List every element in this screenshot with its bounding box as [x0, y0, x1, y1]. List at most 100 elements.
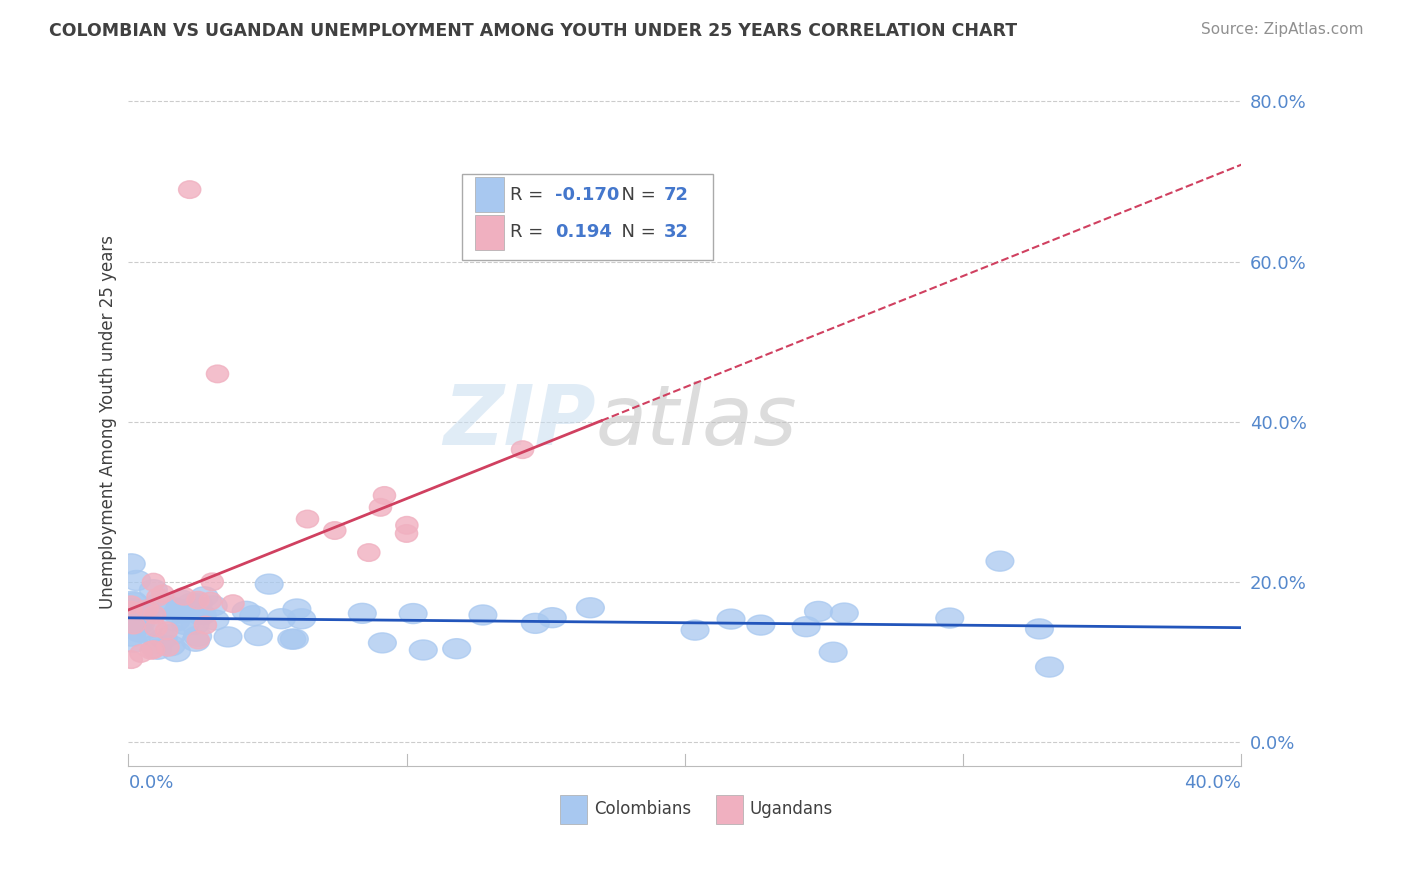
- Ellipse shape: [135, 617, 163, 638]
- Ellipse shape: [368, 632, 396, 653]
- Ellipse shape: [280, 629, 308, 649]
- Ellipse shape: [187, 632, 209, 648]
- Ellipse shape: [157, 639, 179, 657]
- Ellipse shape: [201, 573, 224, 591]
- Ellipse shape: [370, 499, 392, 516]
- Ellipse shape: [120, 591, 146, 611]
- Ellipse shape: [179, 181, 201, 198]
- Ellipse shape: [395, 524, 418, 542]
- Text: atlas: atlas: [596, 382, 797, 462]
- Ellipse shape: [323, 522, 346, 540]
- Ellipse shape: [136, 600, 159, 617]
- Ellipse shape: [200, 596, 228, 615]
- Text: COLOMBIAN VS UGANDAN UNEMPLOYMENT AMONG YOUTH UNDER 25 YEARS CORRELATION CHART: COLOMBIAN VS UGANDAN UNEMPLOYMENT AMONG …: [49, 22, 1018, 40]
- Ellipse shape: [538, 607, 567, 628]
- Ellipse shape: [143, 606, 166, 624]
- Ellipse shape: [349, 603, 377, 624]
- Ellipse shape: [143, 640, 172, 659]
- Ellipse shape: [152, 585, 174, 603]
- Ellipse shape: [1025, 619, 1053, 639]
- FancyBboxPatch shape: [716, 795, 742, 823]
- Ellipse shape: [122, 616, 145, 634]
- Ellipse shape: [792, 616, 820, 637]
- Ellipse shape: [146, 589, 169, 606]
- Ellipse shape: [139, 641, 162, 659]
- Ellipse shape: [681, 620, 709, 640]
- Ellipse shape: [522, 614, 550, 633]
- Ellipse shape: [120, 632, 148, 652]
- Ellipse shape: [118, 605, 146, 624]
- Ellipse shape: [200, 592, 222, 610]
- FancyBboxPatch shape: [561, 795, 588, 823]
- FancyBboxPatch shape: [463, 174, 713, 260]
- Ellipse shape: [156, 622, 177, 640]
- Ellipse shape: [986, 551, 1014, 571]
- Ellipse shape: [374, 487, 395, 504]
- Ellipse shape: [184, 593, 212, 614]
- Ellipse shape: [118, 626, 146, 646]
- Ellipse shape: [190, 587, 218, 607]
- Ellipse shape: [157, 636, 186, 656]
- Ellipse shape: [127, 622, 153, 642]
- Ellipse shape: [129, 645, 152, 662]
- FancyBboxPatch shape: [475, 177, 503, 212]
- Ellipse shape: [117, 554, 145, 574]
- Ellipse shape: [804, 601, 832, 622]
- Ellipse shape: [120, 596, 142, 614]
- Ellipse shape: [831, 603, 858, 624]
- Ellipse shape: [166, 599, 193, 619]
- Ellipse shape: [470, 605, 496, 625]
- Ellipse shape: [142, 574, 165, 591]
- Ellipse shape: [163, 641, 190, 662]
- Ellipse shape: [156, 597, 184, 616]
- Text: Colombians: Colombians: [593, 800, 690, 818]
- Ellipse shape: [145, 593, 173, 614]
- Text: R =: R =: [510, 186, 550, 203]
- Text: R =: R =: [510, 224, 555, 242]
- Ellipse shape: [125, 603, 153, 623]
- Ellipse shape: [207, 365, 229, 383]
- Ellipse shape: [162, 611, 190, 631]
- Ellipse shape: [118, 599, 146, 619]
- Ellipse shape: [143, 633, 172, 654]
- Ellipse shape: [357, 544, 380, 561]
- Ellipse shape: [122, 570, 150, 591]
- Ellipse shape: [576, 598, 605, 618]
- Ellipse shape: [443, 639, 471, 658]
- Ellipse shape: [936, 608, 963, 628]
- Y-axis label: Unemployment Among Youth under 25 years: Unemployment Among Youth under 25 years: [100, 235, 117, 609]
- Ellipse shape: [214, 627, 242, 647]
- Text: N =: N =: [610, 224, 662, 242]
- Ellipse shape: [297, 510, 319, 528]
- Ellipse shape: [283, 599, 311, 619]
- Ellipse shape: [145, 619, 167, 637]
- Ellipse shape: [1036, 657, 1063, 677]
- Ellipse shape: [245, 625, 273, 646]
- Ellipse shape: [187, 605, 215, 624]
- Ellipse shape: [132, 600, 160, 621]
- Ellipse shape: [127, 610, 155, 630]
- Ellipse shape: [222, 595, 245, 613]
- Text: Source: ZipAtlas.com: Source: ZipAtlas.com: [1201, 22, 1364, 37]
- Ellipse shape: [184, 626, 211, 647]
- Text: 32: 32: [664, 224, 689, 242]
- Text: 72: 72: [664, 186, 689, 203]
- Ellipse shape: [120, 599, 148, 619]
- Text: -0.170: -0.170: [555, 186, 619, 203]
- Text: 0.0%: 0.0%: [128, 774, 174, 792]
- Ellipse shape: [135, 604, 163, 624]
- Ellipse shape: [188, 605, 217, 625]
- Ellipse shape: [159, 624, 186, 644]
- Text: ZIP: ZIP: [443, 382, 596, 462]
- Ellipse shape: [820, 642, 846, 662]
- Ellipse shape: [139, 580, 167, 599]
- Ellipse shape: [120, 592, 148, 613]
- Ellipse shape: [142, 640, 165, 658]
- Ellipse shape: [232, 601, 260, 622]
- Ellipse shape: [149, 629, 177, 648]
- Ellipse shape: [181, 615, 209, 634]
- Ellipse shape: [747, 615, 775, 635]
- Text: N =: N =: [610, 186, 662, 203]
- Ellipse shape: [288, 608, 315, 629]
- Ellipse shape: [177, 593, 205, 614]
